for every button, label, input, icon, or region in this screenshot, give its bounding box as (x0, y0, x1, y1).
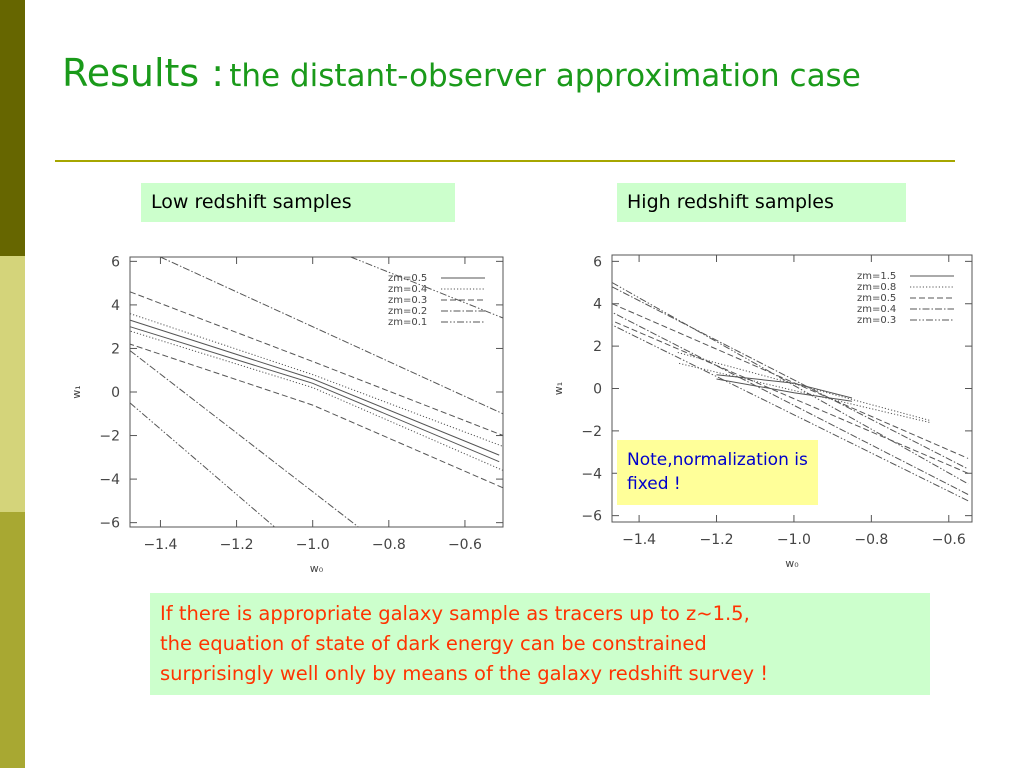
x-axis-label: w₀ (310, 562, 324, 575)
y-axis-label: w₁ (70, 385, 83, 398)
conclusion-line: If there is appropriate galaxy sample as… (160, 602, 750, 625)
x-tick-label: −1.0 (296, 537, 330, 553)
title: Results : (62, 51, 225, 95)
series-line (129, 291, 504, 489)
legend-label: zm=0.5 (857, 293, 896, 304)
rule (55, 160, 955, 162)
y-tick-label: 4 (593, 297, 602, 313)
conclusion-line: the equation of state of dark energy can… (160, 632, 707, 655)
legend-label: zm=0.4 (388, 284, 427, 295)
y-tick-label: 0 (593, 382, 602, 398)
y-tick-label: 6 (593, 254, 602, 270)
y-tick-label: 0 (111, 385, 120, 401)
side-bar (0, 0, 25, 256)
panel-label: Low redshift samples (141, 183, 455, 222)
x-tick-label: −0.6 (932, 532, 966, 548)
series-line (716, 374, 853, 402)
side-bar (0, 512, 25, 768)
subtitle: the distant-observer approximation case (229, 58, 861, 94)
y-tick-label: −6 (581, 509, 602, 525)
y-tick-label: −2 (581, 424, 602, 440)
panel-label: High redshift samples (617, 183, 906, 222)
legend-label: zm=1.5 (857, 271, 896, 282)
title-block: Results : the distant-observer approxima… (62, 50, 942, 104)
series-line (677, 352, 930, 423)
x-tick-label: −1.4 (622, 532, 656, 548)
y-tick-label: 4 (111, 298, 120, 314)
series-line (129, 319, 500, 463)
series-line (129, 256, 504, 528)
x-tick-label: −1.2 (220, 537, 254, 553)
y-tick-label: 2 (111, 341, 120, 357)
legend-label: zm=0.4 (857, 304, 896, 315)
conclusion: If there is appropriate galaxy sample as… (150, 593, 930, 695)
y-tick-label: −2 (99, 429, 120, 445)
series-line (129, 313, 504, 471)
series-line (129, 256, 504, 528)
series-line (611, 286, 969, 495)
x-tick-label: −0.8 (372, 537, 406, 553)
y-tick-label: 6 (111, 254, 120, 270)
x-tick-label: −1.0 (777, 532, 811, 548)
y-tick-label: −6 (99, 516, 120, 532)
conclusion-line: surprisingly well only by means of the g… (160, 662, 769, 685)
legend-label: zm=0.1 (388, 317, 427, 328)
y-tick-label: −4 (581, 466, 602, 482)
y-tick-label: 2 (593, 339, 602, 355)
x-tick-label: −0.8 (854, 532, 888, 548)
x-tick-label: −1.4 (143, 537, 177, 553)
x-tick-label: −1.2 (700, 532, 734, 548)
y-tick-label: −4 (99, 472, 120, 488)
legend-label: zm=0.8 (857, 282, 896, 293)
series-line (611, 282, 969, 502)
series-line (611, 303, 969, 474)
side-bar (0, 256, 25, 512)
legend-label: zm=0.3 (388, 295, 427, 306)
legend-label: zm=0.2 (388, 306, 427, 317)
x-tick-label: −0.6 (448, 537, 482, 553)
x-axis-label: w₀ (785, 557, 799, 570)
plot-frame (129, 256, 504, 528)
legend-label: zm=0.5 (388, 273, 427, 284)
y-axis-label: w₁ (552, 382, 565, 395)
note: Note,normalization is fixed ! (617, 440, 818, 505)
legend-label: zm=0.3 (857, 315, 896, 326)
